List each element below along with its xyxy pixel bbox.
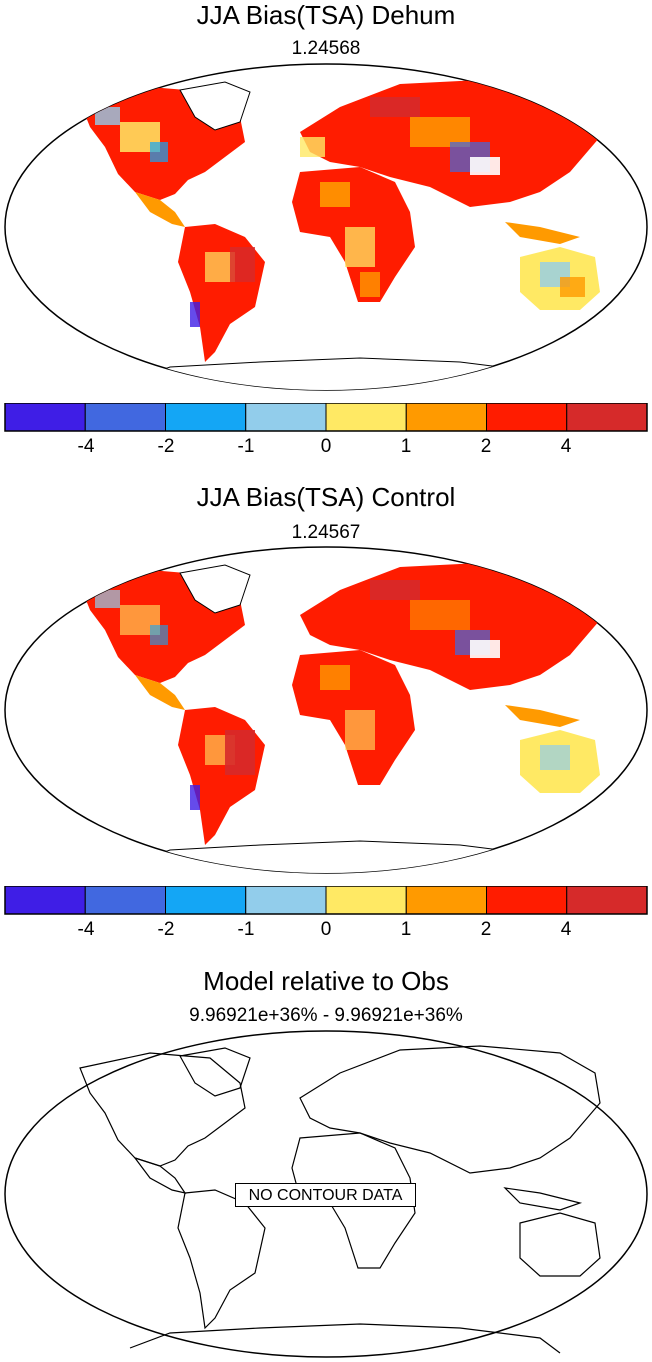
panel1-colorbar [4,403,648,432]
colorbar-box-4 [325,403,407,432]
colorbar-box-5 [405,403,487,432]
panel2-tick-1: -4 [77,919,95,940]
panel3-subtitle: 9.96921e+36% - 9.96921e+36% [189,1005,463,1026]
colorbar-box-3 [245,403,327,432]
colorbar-box-6 [486,886,568,915]
colorbar-box-1 [84,886,166,915]
colorbar-box-2 [165,886,247,915]
central-america [135,675,185,710]
colorbar-box-7 [566,403,648,432]
indonesia [505,222,580,244]
panel1-tick-1: -4 [77,436,95,457]
no-contour-data-label: NO CONTOUR DATA [235,1183,416,1207]
panel3-title: Model relative to Obs [203,966,449,996]
panel1-land [80,80,600,390]
panel1-tick-6: 2 [480,436,492,457]
panel2-map [4,546,648,874]
panel1-colorbar-boxes [4,403,648,432]
panel2-tick-2: -2 [157,919,175,940]
central-america [135,192,185,227]
colorbar-box-3 [245,886,327,915]
colorbar-box-6 [486,403,568,432]
panel2-tick-7: 4 [560,919,572,940]
greenland [179,81,251,131]
panel1-subtitle: 1.24568 [291,38,361,59]
panel1-title: JJA Bias(TSA) Dehum [196,0,456,30]
greenland [179,564,251,614]
colorbar-box-2 [165,403,247,432]
colorbar-box-0 [4,886,86,915]
colorbar-box-7 [566,886,648,915]
panel1-tick-2: -2 [157,436,175,457]
panel2-colorbar-boxes [4,886,648,915]
panel1-tick-4: 0 [320,436,332,457]
panel2-subtitle: 1.24567 [291,522,361,543]
colorbar-box-4 [325,886,407,915]
colorbar-box-1 [84,403,166,432]
panel2-tick-5: 1 [400,919,412,940]
panel1-tick-3: -1 [237,436,255,457]
panel2-colorbar [4,886,648,915]
panel1-tick-5: 1 [400,436,412,457]
panel1-tick-7: 4 [560,436,572,457]
panel1-map [4,63,648,391]
colorbar-box-5 [405,886,487,915]
colorbar-box-0 [4,403,86,432]
indonesia [505,705,580,727]
panel2-title: JJA Bias(TSA) Control [196,482,456,512]
panel2-tick-4: 0 [320,919,332,940]
panel2-tick-3: -1 [237,919,255,940]
panel2-tick-6: 2 [480,919,492,940]
